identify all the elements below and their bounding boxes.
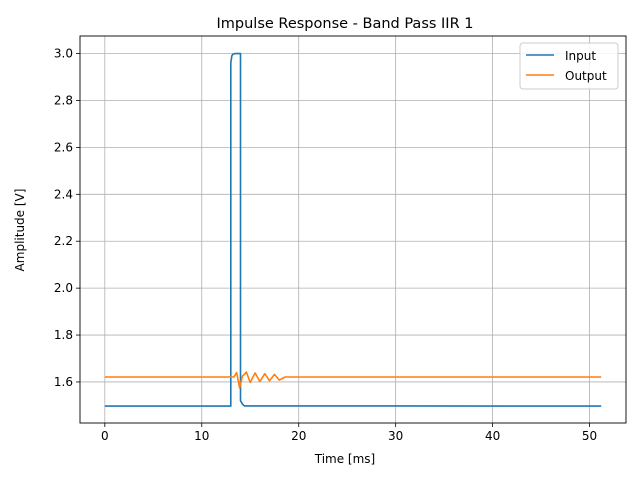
series-line-output — [104, 371, 602, 389]
grid — [80, 36, 626, 423]
y-tick-label: 3.0 — [54, 47, 73, 61]
x-tick-label: 40 — [485, 429, 500, 443]
x-tick-label: 50 — [582, 429, 597, 443]
x-tick-label: 10 — [194, 429, 209, 443]
legend-output-label: Output — [565, 69, 607, 83]
ticks: 0 10 20 30 40 50 1.6 1.8 2.0 2.2 2.4 2.6 2.8 3.0 — [54, 47, 597, 443]
y-tick-label: 2.2 — [54, 234, 73, 248]
chart-title: Impulse Response - Band Pass IIR 1 — [217, 16, 474, 32]
x-tick-label: 20 — [291, 429, 306, 443]
y-tick-label: 1.6 — [54, 375, 73, 389]
series-line-input — [104, 52, 602, 407]
y-tick-label: 2.4 — [54, 187, 73, 201]
x-tick-label: 0 — [101, 429, 109, 443]
y-tick-label: 2.0 — [54, 281, 73, 295]
y-tick-label: 1.8 — [54, 328, 73, 342]
y-tick-label: 2.8 — [54, 94, 73, 108]
legend-input-label: Input — [565, 49, 596, 63]
data-lines — [104, 52, 602, 407]
y-axis-label: Amplitude [V] — [13, 189, 27, 272]
y-tick-label: 2.6 — [54, 140, 73, 154]
plot-frame — [79, 35, 627, 424]
x-tick-label: 30 — [388, 429, 403, 443]
x-axis-label: Time [ms] — [314, 452, 376, 466]
legend: Input Output — [519, 42, 619, 90]
